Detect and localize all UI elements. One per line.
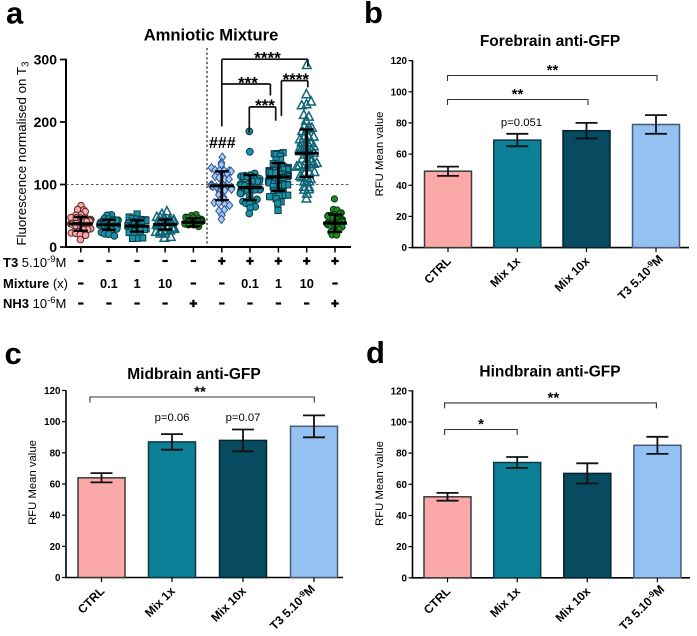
svg-text:Hindbrain anti-GFP: Hindbrain anti-GFP [479, 364, 620, 381]
svg-text:Mix 10x: Mix 10x [553, 584, 594, 625]
svg-text:60: 60 [396, 150, 407, 161]
svg-text:**: ** [194, 384, 206, 401]
svg-text:###: ### [209, 135, 236, 152]
svg-text:NH3 10-6M: NH3 10-6M [3, 295, 66, 311]
svg-text:0: 0 [402, 573, 408, 584]
svg-text:20: 20 [396, 542, 407, 553]
svg-text:0: 0 [55, 573, 61, 584]
svg-text:100: 100 [44, 417, 61, 428]
svg-text:Mix 1x: Mix 1x [142, 584, 178, 620]
svg-text:200: 200 [34, 114, 58, 130]
svg-text:****: **** [283, 70, 310, 89]
svg-text:Mix 10x: Mix 10x [208, 584, 249, 625]
svg-text:100: 100 [391, 418, 408, 429]
svg-text:Forebrain anti-GFP: Forebrain anti-GFP [480, 33, 620, 50]
svg-text:**: ** [547, 62, 559, 79]
svg-text:***: *** [238, 73, 258, 92]
svg-text:10: 10 [158, 276, 172, 291]
svg-text:b: b [364, 0, 383, 30]
svg-text:Amniotic Mixture: Amniotic Mixture [144, 26, 279, 45]
svg-text:Mixture (x): Mixture (x) [3, 276, 68, 291]
svg-text:a: a [6, 0, 24, 31]
svg-text:60: 60 [396, 480, 407, 491]
svg-text:1: 1 [275, 276, 282, 291]
svg-text:**: ** [548, 390, 560, 407]
svg-text:c: c [5, 336, 22, 371]
svg-text:300: 300 [34, 51, 58, 67]
svg-text:20: 20 [396, 212, 407, 223]
svg-text:CTRL: CTRL [421, 254, 454, 287]
svg-text:10: 10 [300, 276, 314, 291]
svg-text:0.1: 0.1 [241, 276, 259, 291]
svg-text:Mix 10x: Mix 10x [552, 254, 593, 295]
svg-text:CTRL: CTRL [421, 584, 454, 617]
svg-text:p=0.06: p=0.06 [155, 412, 190, 424]
svg-text:80: 80 [50, 448, 61, 459]
svg-text:80: 80 [396, 449, 407, 460]
svg-text:100: 100 [34, 176, 58, 192]
svg-text:d: d [366, 335, 385, 370]
svg-text:40: 40 [396, 181, 407, 192]
svg-text:20: 20 [50, 542, 61, 553]
svg-text:**: ** [512, 86, 524, 103]
svg-text:1: 1 [133, 276, 140, 291]
svg-text:Mix 1x: Mix 1x [487, 584, 523, 620]
svg-text:p=0.07: p=0.07 [226, 412, 261, 424]
svg-text:80: 80 [396, 118, 407, 129]
svg-text:***: *** [255, 96, 275, 115]
svg-text:T3 5.10-9M: T3 5.10-9M [267, 582, 318, 631]
svg-text:120: 120 [391, 386, 408, 397]
svg-text:CTRL: CTRL [75, 584, 108, 617]
svg-text:*: * [478, 416, 484, 433]
svg-text:RFU Mean value: RFU Mean value [374, 112, 386, 197]
svg-text:T3 5.10-9M: T3 5.10-9M [616, 582, 667, 631]
svg-text:RFU Mean value: RFU Mean value [27, 440, 39, 525]
svg-text:40: 40 [50, 511, 61, 522]
svg-text:120: 120 [391, 56, 408, 67]
svg-text:T3 5.10-9M: T3 5.10-9M [615, 252, 666, 303]
svg-text:60: 60 [50, 480, 61, 491]
svg-text:0: 0 [402, 243, 408, 254]
svg-text:Fluorescence normalised on T3: Fluorescence normalised on T3 [14, 61, 32, 246]
svg-text:0: 0 [49, 239, 57, 255]
svg-text:120: 120 [44, 386, 61, 397]
svg-text:p=0.051: p=0.051 [501, 117, 542, 129]
svg-text:0.1: 0.1 [100, 276, 118, 291]
svg-text:T3 5.10-9M: T3 5.10-9M [3, 254, 66, 270]
svg-text:100: 100 [391, 87, 408, 98]
svg-text:RFU Mean value: RFU Mean value [374, 441, 386, 526]
svg-text:****: **** [254, 49, 281, 68]
svg-text:Midbrain anti-GFP: Midbrain anti-GFP [127, 366, 260, 383]
svg-text:Mix 1x: Mix 1x [487, 254, 523, 290]
svg-text:40: 40 [396, 511, 407, 522]
